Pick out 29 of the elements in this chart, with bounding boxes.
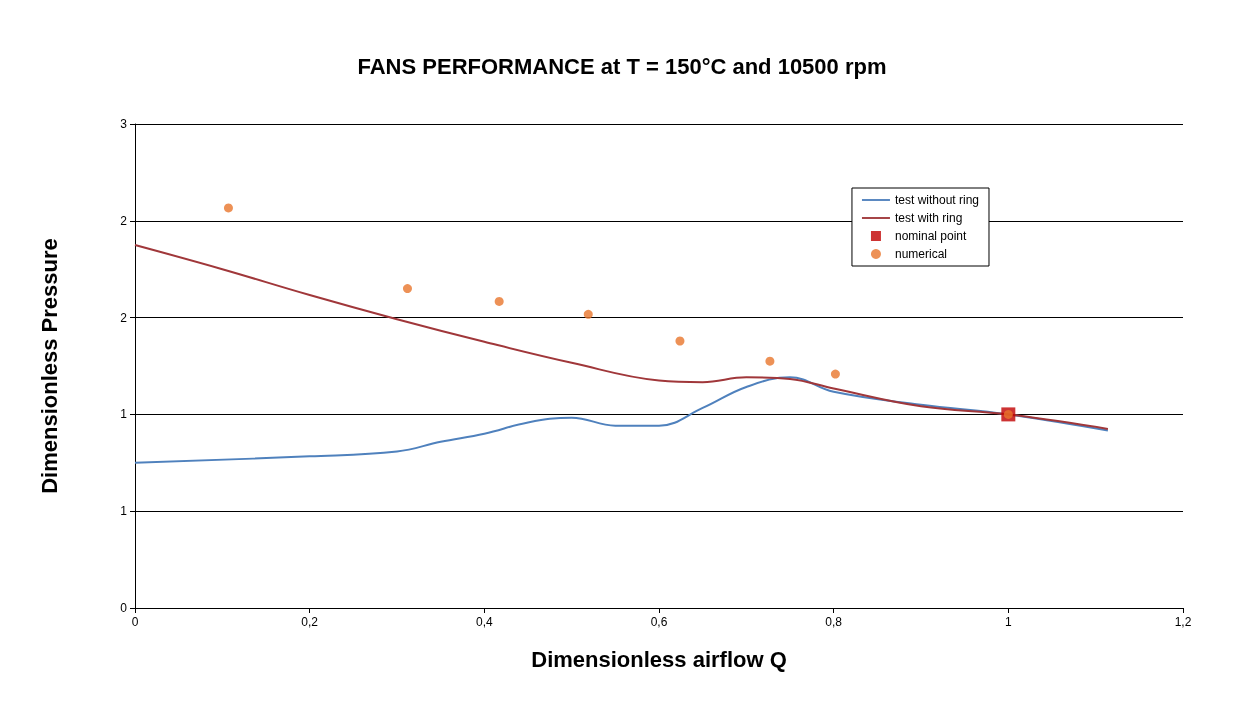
x-tick-label: 1	[1004, 615, 1012, 629]
x-axis-title: Dimensionless airflow Q	[531, 646, 787, 672]
point	[765, 356, 775, 366]
point	[675, 336, 685, 346]
legend-label: test without ring	[894, 193, 980, 207]
x-tick-label: 0,6	[650, 615, 668, 629]
line-series	[134, 244, 1109, 430]
y-tick-label: 2	[120, 310, 128, 325]
legend-label: test with ring	[894, 211, 963, 225]
y-tick-label: 0	[120, 601, 128, 615]
chart-title: FANS PERFORMANCE at T = 150°C and 10500 rpm	[357, 53, 887, 79]
point	[830, 369, 840, 379]
y-tick-label: 3	[120, 117, 128, 131]
line-series	[134, 376, 1109, 464]
x-tick-label: 0,8	[825, 615, 843, 629]
point	[583, 309, 593, 319]
point	[223, 203, 233, 213]
x-tick-label: 0,4	[475, 615, 493, 629]
y-tick-label: 1	[120, 504, 128, 519]
legend-label: nominal point	[894, 229, 967, 243]
x-tick-label: 1,2	[1174, 615, 1192, 629]
y-axis-title: Dimensionless Pressure	[36, 238, 62, 494]
point	[402, 284, 412, 294]
y-tick-label: 2	[120, 213, 128, 228]
x-tick-label: 0	[131, 615, 139, 629]
point	[494, 296, 504, 306]
y-tick-label: 1	[120, 407, 128, 422]
legend-label: numerical	[894, 247, 947, 261]
x-tick-label: 0,2	[301, 615, 319, 629]
